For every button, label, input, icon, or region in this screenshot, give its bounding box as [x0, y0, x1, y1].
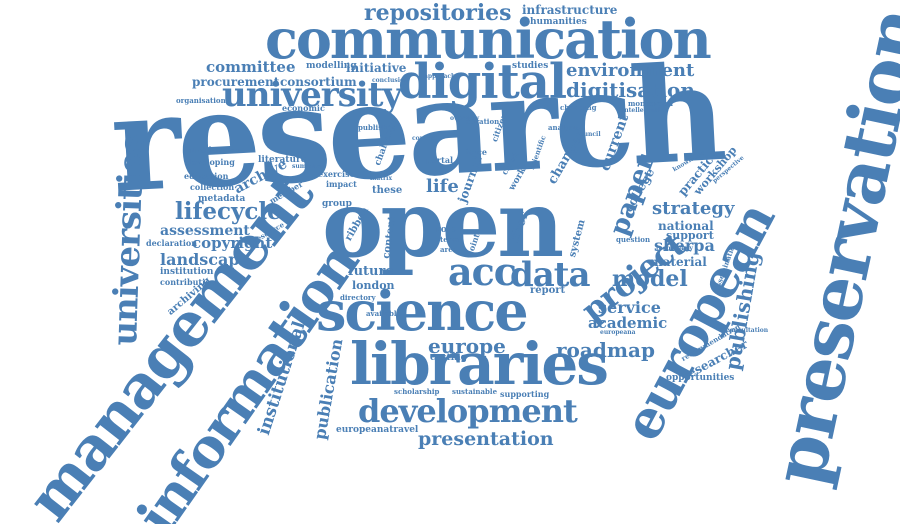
word-communication: communication — [265, 7, 712, 71]
word-universities: universities — [105, 133, 153, 347]
word-sherpa: sherpa — [654, 236, 715, 255]
word-london: london — [352, 279, 395, 292]
word-service: service — [598, 298, 661, 317]
word-consortium: consortium — [280, 75, 357, 89]
word-support: support — [666, 229, 714, 242]
word-initiative: initiative — [346, 61, 407, 75]
word-consultation: consultation — [726, 327, 769, 334]
word-studies: studies — [512, 61, 549, 71]
word-portal: portal — [426, 155, 454, 165]
word-conclusion: conclusion — [372, 77, 409, 84]
word-system: system — [567, 218, 588, 259]
word-repositories: repositories — [364, 0, 512, 26]
word-national: national — [658, 219, 714, 233]
word-strategy: strategy — [652, 198, 735, 219]
word-sustainable: sustainable — [452, 387, 498, 396]
word-europeanatravel: europeanatravel — [336, 425, 419, 435]
word-preservation: preservation — [755, 1, 900, 493]
word-procurement: procurement — [192, 75, 280, 89]
word-monograph: monograph — [628, 99, 673, 108]
word-digital: digital — [398, 54, 567, 110]
word-environment: environment — [566, 60, 695, 81]
word-area: area — [440, 245, 458, 254]
word-libraries: libraries — [350, 330, 609, 398]
word-exercise: exercise — [318, 169, 355, 179]
word-assessment: assessment — [160, 223, 250, 239]
word-life: life — [426, 176, 459, 197]
word-question: question — [616, 235, 651, 244]
word-literature: literature — [258, 155, 307, 165]
word-approach: approach — [424, 73, 456, 80]
word-organisation: organisation — [176, 96, 226, 105]
word-impact: impact — [326, 179, 357, 189]
word-summary: summary — [292, 163, 323, 170]
word-acc: acc — [448, 249, 517, 294]
word-matrix: matrix — [370, 175, 393, 182]
word-group: group — [322, 199, 352, 209]
word-introduction: introduction — [184, 145, 241, 155]
word-lifecycle: lifecycle — [175, 198, 282, 225]
word-europe: europe — [428, 334, 506, 358]
word-economic: economic — [282, 103, 325, 113]
word-infrastructure: infrastructure — [522, 3, 618, 17]
word-copyright: copyright — [192, 234, 273, 252]
word-institution: institution — [160, 267, 214, 277]
word-collection: collection — [190, 182, 235, 192]
word-data: data — [510, 255, 591, 295]
word-costing: costing — [430, 353, 467, 363]
word-university: university — [222, 75, 402, 115]
word-context: context — [412, 135, 437, 142]
word-force: force — [464, 147, 487, 157]
word-supporting: supporting — [500, 389, 550, 399]
word-declaration: declaration — [146, 238, 198, 248]
word-metadata: metadata — [198, 194, 246, 204]
word-opportunities: opportunities — [666, 373, 735, 383]
word-publisher: publisher — [358, 123, 396, 132]
word-developing: developing — [186, 157, 235, 167]
word-europeana: europeana — [600, 329, 636, 336]
word-academic: academic — [588, 314, 668, 332]
word-science: science — [316, 279, 529, 343]
word-committee: committee — [206, 58, 296, 76]
word-landscape: landscape — [160, 250, 250, 269]
word-scholarship: scholarship — [394, 387, 440, 396]
word-contribution: contribution — [160, 277, 217, 287]
word-curation: curation — [466, 117, 500, 126]
word-role: role — [436, 225, 456, 235]
word-model: model — [612, 266, 688, 292]
word-roadmap: roadmap — [556, 338, 655, 362]
word-overview: overview — [450, 115, 480, 122]
word-changing: changing — [560, 103, 597, 112]
word-presentation: presentation — [418, 428, 554, 450]
word-future: future — [348, 264, 394, 279]
word-material: material — [650, 255, 707, 269]
word-these: these — [372, 185, 403, 196]
word-report: report — [530, 285, 566, 296]
word-intellectual: intellectual — [622, 107, 661, 114]
word-open: open — [322, 170, 564, 278]
word-digitisation: digitisation — [566, 78, 695, 102]
word-development: development — [358, 392, 578, 430]
word-humanities: humanities — [530, 17, 587, 27]
word-analysis: analysis — [548, 123, 580, 132]
word-modelling: modelling — [306, 61, 357, 71]
word-education: education — [184, 171, 229, 181]
word-directory: directory — [340, 293, 376, 302]
word-term: term — [440, 235, 459, 244]
word-available: available — [366, 309, 401, 318]
word-council: council — [576, 131, 601, 138]
word-technology: technology — [656, 245, 693, 252]
